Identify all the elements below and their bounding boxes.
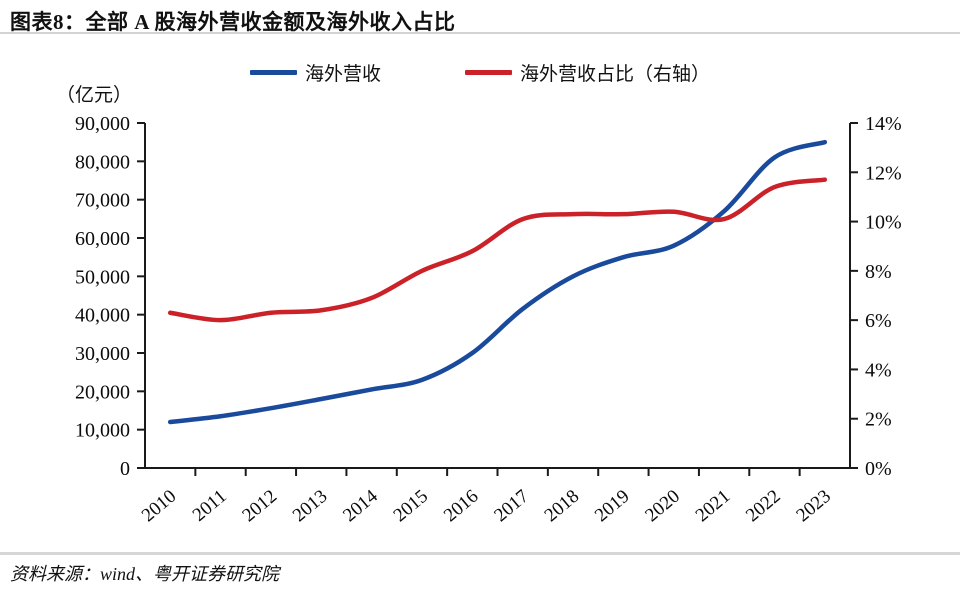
legend-label-overseas-revenue: 海外营收	[304, 63, 381, 85]
right-axis-tick-label: 4%	[865, 359, 892, 381]
legend-item-overseas-ratio: 海外营收占比（右轴）	[465, 59, 710, 86]
x-axis-year-label: 2023	[792, 486, 835, 527]
left-axis-tick-label: 50,000	[75, 266, 130, 288]
x-axis-year-label: 2022	[742, 486, 785, 527]
left-axis-tick-label: 10,000	[75, 420, 130, 442]
data-source-note: 资料来源：wind、粤开证券研究院	[10, 564, 280, 584]
left-axis-tick-label: 40,000	[75, 305, 130, 327]
right-axis-tick-label: 12%	[865, 162, 902, 184]
footer-divider	[0, 552, 960, 555]
x-axis-year-label: 2011	[189, 486, 231, 526]
left-axis-tick-label: 90,000	[75, 113, 130, 135]
left-axis-tick-label: 20,000	[75, 381, 130, 403]
right-axis-tick-label: 8%	[865, 261, 892, 283]
figure-title: 图表8：全部 A 股海外营收金额及海外收入占比	[10, 10, 456, 34]
x-axis-year-label: 2021	[692, 486, 735, 527]
left-axis-tick-label: 60,000	[75, 228, 130, 250]
x-axis-year-label: 2013	[289, 486, 332, 527]
x-axis-year-label: 2012	[238, 486, 281, 527]
chart-area: 0 10,000 20,000 30,000 40,000 50,000 60,000 70,…	[75, 113, 902, 527]
overseas-ratio-line	[167, 177, 828, 323]
left-axis-tick-label: 70,000	[75, 190, 130, 212]
figure-header: 图表8：全部 A 股海外营收金额及海外收入占比	[0, 0, 960, 34]
legend-line-blue-icon	[249, 69, 297, 75]
x-axis-year-label: 2019	[591, 486, 634, 527]
x-axis-year-label: 2020	[641, 486, 684, 527]
legend-item-overseas-revenue: 海外营收	[249, 59, 381, 86]
x-axis-year-label: 2014	[339, 485, 382, 526]
overseas-revenue-line	[167, 139, 828, 425]
x-axis-year-label: 2010	[138, 486, 181, 527]
left-axis-tick-label: 0	[120, 458, 130, 480]
right-axis-tick-label: 0%	[865, 458, 892, 480]
legend-label-overseas-ratio: 海外营收占比（右轴）	[520, 63, 711, 85]
x-axis-year-label: 2016	[440, 486, 483, 527]
x-axis-year-label: 2018	[541, 486, 584, 527]
right-axis-tick-label: 2%	[865, 409, 892, 431]
legend: 海外营收 海外营收占比（右轴）	[0, 59, 960, 86]
x-axis-year-label: 2015	[390, 486, 433, 527]
dual-axis-line-chart: 0 10,000 20,000 30,000 40,000 50,000 60,000 70,…	[75, 113, 902, 527]
left-axis-tick-label: 30,000	[75, 343, 130, 365]
x-axis-year-label: 2017	[490, 486, 533, 527]
right-axis-tick-label: 10%	[865, 212, 902, 234]
left-axis-tick-label: 80,000	[75, 151, 130, 173]
right-axis-tick-label: 14%	[865, 113, 902, 135]
legend-line-red-icon	[465, 69, 512, 75]
left-axis-unit-label: （亿元）	[56, 85, 133, 106]
right-axis-tick-label: 6%	[865, 310, 892, 332]
